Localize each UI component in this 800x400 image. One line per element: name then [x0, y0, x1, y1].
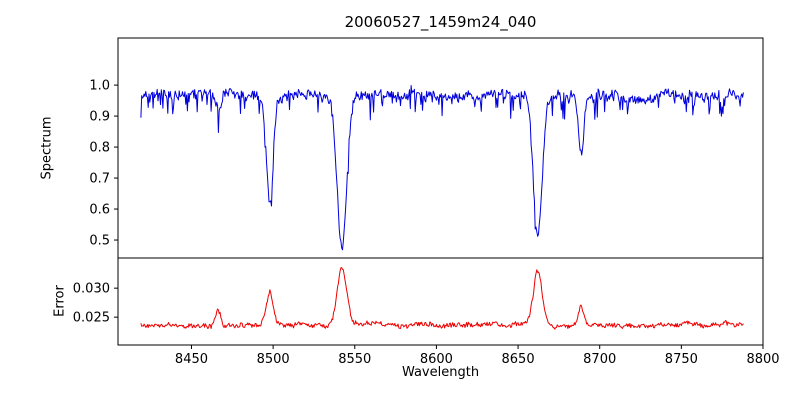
chart-title: 20060527_1459m24_040 — [344, 13, 537, 31]
y-tick-label: 0.5 — [89, 234, 110, 249]
x-tick-label: 8600 — [420, 352, 453, 367]
x-tick-label: 8550 — [338, 352, 371, 367]
error-y-axis-label: Error — [52, 285, 68, 317]
error-panel-frame — [117, 257, 764, 346]
y-tick-label: 0.7 — [89, 172, 110, 187]
y-tick-label: 1.0 — [89, 79, 110, 94]
x-tick-label: 8450 — [175, 352, 208, 367]
spectrum-y-axis-label: Spectrum — [39, 116, 55, 180]
x-tick-label: 8800 — [746, 352, 779, 367]
y-tick-label: 0.030 — [73, 282, 110, 297]
x-tick-label: 8500 — [257, 352, 290, 367]
x-tick-label: 8650 — [502, 352, 535, 367]
error-line — [140, 267, 744, 330]
y-tick-label: 0.025 — [73, 311, 110, 326]
spectrum-line — [140, 85, 744, 251]
spectrum-panel-frame — [117, 37, 764, 259]
y-tick-label: 0.8 — [89, 141, 110, 156]
y-tick-label: 0.9 — [89, 110, 110, 125]
x-axis-label: Wavelength — [401, 365, 480, 380]
x-tick-label: 8700 — [583, 352, 616, 367]
x-tick-label: 8750 — [665, 352, 698, 367]
y-tick-label: 0.6 — [89, 203, 110, 218]
